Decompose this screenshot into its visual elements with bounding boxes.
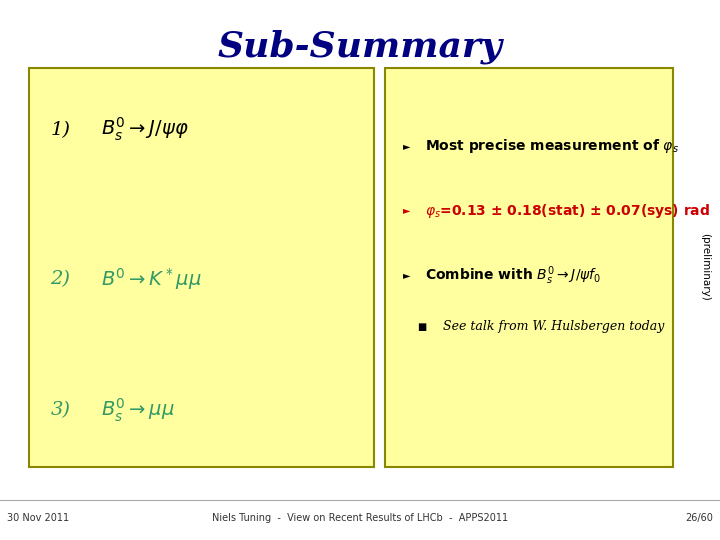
Text: Most precise measurement of $\varphi_s$: Most precise measurement of $\varphi_s$ (425, 137, 679, 155)
Text: See talk from W. Hulsbergen today: See talk from W. Hulsbergen today (443, 320, 664, 333)
Text: 26/60: 26/60 (685, 514, 713, 523)
FancyBboxPatch shape (29, 68, 374, 467)
Text: 2): 2) (50, 271, 71, 288)
FancyBboxPatch shape (385, 68, 673, 467)
Text: $\varphi_s$=0.13 ± 0.18(stat) ± 0.07(sys) rad: $\varphi_s$=0.13 ± 0.18(stat) ± 0.07(sys… (425, 201, 710, 220)
Text: Niels Tuning  -  View on Recent Results of LHCb  -  APPS2011: Niels Tuning - View on Recent Results of… (212, 514, 508, 523)
Text: Sub-Summary: Sub-Summary (217, 30, 503, 64)
Text: ►: ► (403, 141, 410, 151)
Text: $B^0_s \rightarrow \mu\mu$: $B^0_s \rightarrow \mu\mu$ (101, 397, 175, 424)
Text: 30 Nov 2011: 30 Nov 2011 (7, 514, 69, 523)
Text: ■: ■ (418, 322, 427, 332)
Text: Combine with $B^0_s \rightarrow J/\psi f_0$: Combine with $B^0_s \rightarrow J/\psi f… (425, 264, 601, 287)
Text: $B^0 \rightarrow K^*\mu\mu$: $B^0 \rightarrow K^*\mu\mu$ (101, 266, 202, 292)
Text: ►: ► (403, 271, 410, 280)
Text: 3): 3) (50, 401, 71, 420)
Text: 1): 1) (50, 120, 71, 139)
Text: $B^0_s \rightarrow J/\psi\varphi$: $B^0_s \rightarrow J/\psi\varphi$ (101, 116, 189, 143)
Text: ►: ► (403, 206, 410, 215)
Text: (preliminary): (preliminary) (701, 233, 711, 301)
